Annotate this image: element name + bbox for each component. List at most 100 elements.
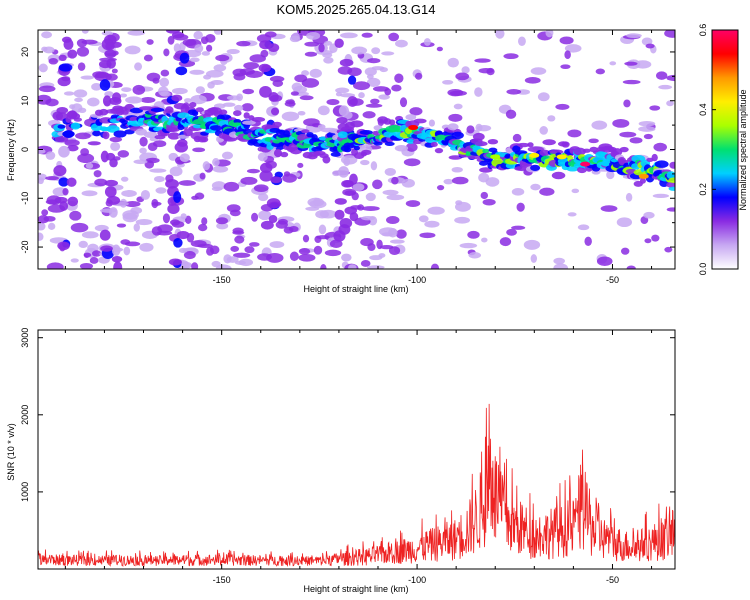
spectrogram-cell — [38, 148, 46, 155]
spectrogram-cell — [451, 167, 463, 173]
spectrogram-cell — [104, 179, 118, 187]
spectrogram-cell — [530, 67, 547, 75]
spectrogram-cell — [94, 178, 108, 187]
spectrogram-cell — [340, 32, 358, 39]
spectrogram-ridge-cell — [542, 139, 556, 146]
spectrogram-cell — [264, 31, 277, 38]
spectrogram-ridge-cell — [612, 148, 623, 157]
spectrogram-cell — [104, 186, 117, 198]
spectrogram-cell — [116, 223, 127, 228]
spectrogram-ridge-cell — [666, 182, 675, 188]
spectrogram-cell — [442, 79, 454, 85]
spectrogram-cell — [121, 87, 132, 92]
snr-series-line — [38, 403, 675, 568]
spectrogram-cell — [159, 91, 171, 97]
spectrogram-ridge-cell — [669, 161, 675, 169]
spectrogram-cell — [38, 85, 56, 93]
spectrogram-cell — [178, 180, 196, 186]
spectrogram-cell — [612, 118, 630, 128]
colorbar-ticks: 0.0 0.2 0.4 0.6 — [698, 24, 716, 275]
spectrogram-cell — [98, 60, 112, 69]
spectrogram-ridge-cell — [183, 128, 193, 137]
spectrogram-cell — [201, 217, 208, 226]
spectrogram-cell — [74, 97, 83, 103]
spectrogram-cell — [419, 232, 436, 239]
spectrogram-cell — [173, 191, 182, 203]
snr-x-tick-label: -50 — [606, 575, 619, 585]
spectrogram-field — [38, 30, 675, 269]
spectrogram-cell — [297, 110, 306, 116]
spectrogram-cell — [666, 207, 675, 212]
spectrogram-cell — [117, 150, 130, 158]
spectrogram-cell — [564, 44, 582, 53]
spectrogram-ridge-cell — [135, 128, 148, 136]
spectrogram-cell — [447, 88, 464, 97]
spectrogram-ridge-cell — [639, 178, 646, 184]
spectrogram-cell — [64, 139, 80, 147]
spectrogram-cell — [226, 204, 241, 213]
spectrogram-cell — [41, 46, 48, 52]
spectrogram-cell — [233, 73, 246, 81]
spectrogram-cell — [226, 48, 240, 55]
spectrogram-cell — [106, 195, 121, 205]
spectrogram-ridge-cell — [317, 124, 326, 130]
spectrogram-cell — [176, 230, 190, 240]
spectrogram-cell — [448, 113, 463, 122]
spectrogram-cell — [367, 243, 376, 252]
spectrogram-ridge-cell — [272, 139, 282, 144]
spectrogram-cell — [268, 215, 278, 224]
spectrogram-ridge-cell — [251, 116, 266, 123]
spectrogram-cell — [67, 144, 79, 152]
spectrogram-cell — [78, 240, 88, 249]
spectrogram-ridge-cell — [353, 145, 360, 151]
spectrogram-cell — [291, 32, 300, 41]
spectrogram-cell — [57, 241, 70, 251]
spectrogram-ridge-cell — [394, 145, 409, 152]
spectrogram-cell — [58, 54, 67, 62]
spectrogram-cell — [104, 49, 117, 59]
spectrogram-cell — [73, 89, 88, 98]
spectrogram-cell — [221, 151, 234, 160]
spectrogram-ticks: -150 -100 -50 20 10 0 -10 -20 — [20, 30, 675, 285]
spectrogram-cell — [140, 189, 151, 200]
spectrogram-cell — [266, 198, 281, 209]
spectrogram-cell — [559, 36, 574, 45]
spectrogram-ridge-cell — [467, 154, 481, 160]
spectrogram-cell — [43, 215, 56, 222]
spectrogram-cell — [524, 77, 541, 84]
spectrogram-cell — [85, 162, 94, 169]
spectrogram-cell — [370, 98, 380, 105]
spectrogram-cell — [191, 262, 199, 269]
spectrogram-cell — [111, 244, 121, 256]
colorbar-tick-label: 0.6 — [698, 24, 708, 37]
spectrogram-cell — [367, 58, 381, 64]
spectrogram-cell — [38, 222, 46, 231]
spectrogram-cell — [169, 166, 183, 177]
spectrogram-cell — [577, 224, 590, 231]
spectrogram-cell — [212, 165, 229, 173]
spectrogram-cell — [430, 263, 440, 269]
spectrogram-cell — [664, 246, 673, 253]
spectrogram-ridge-cell — [63, 130, 74, 139]
spectrogram-cell — [475, 123, 483, 132]
spectrogram-cell — [378, 94, 390, 100]
spectrogram-cell — [99, 229, 111, 241]
spectrogram-ridge-cell — [530, 164, 541, 171]
spectrogram-cell — [390, 239, 405, 244]
spectrogram-cell — [79, 262, 93, 269]
spectrogram-cell — [93, 170, 102, 178]
spectrogram-cell — [384, 88, 392, 96]
spectrogram-cell — [119, 93, 128, 98]
spectrogram-y-tick-label: -10 — [20, 192, 30, 205]
spectrogram-cell — [245, 70, 263, 78]
spectrogram-cell — [405, 142, 418, 152]
spectrogram-ridge-cell — [57, 124, 66, 129]
spectrogram-cell — [360, 260, 371, 267]
spectrogram-cell — [619, 131, 637, 138]
spectrogram-cell — [59, 201, 69, 211]
spectrogram-cell — [41, 209, 49, 216]
spectrogram-cell — [401, 178, 415, 188]
spectrogram-cell — [167, 35, 175, 45]
spectrogram-cell — [203, 74, 212, 80]
spectrogram-ridge-cell — [337, 131, 348, 139]
